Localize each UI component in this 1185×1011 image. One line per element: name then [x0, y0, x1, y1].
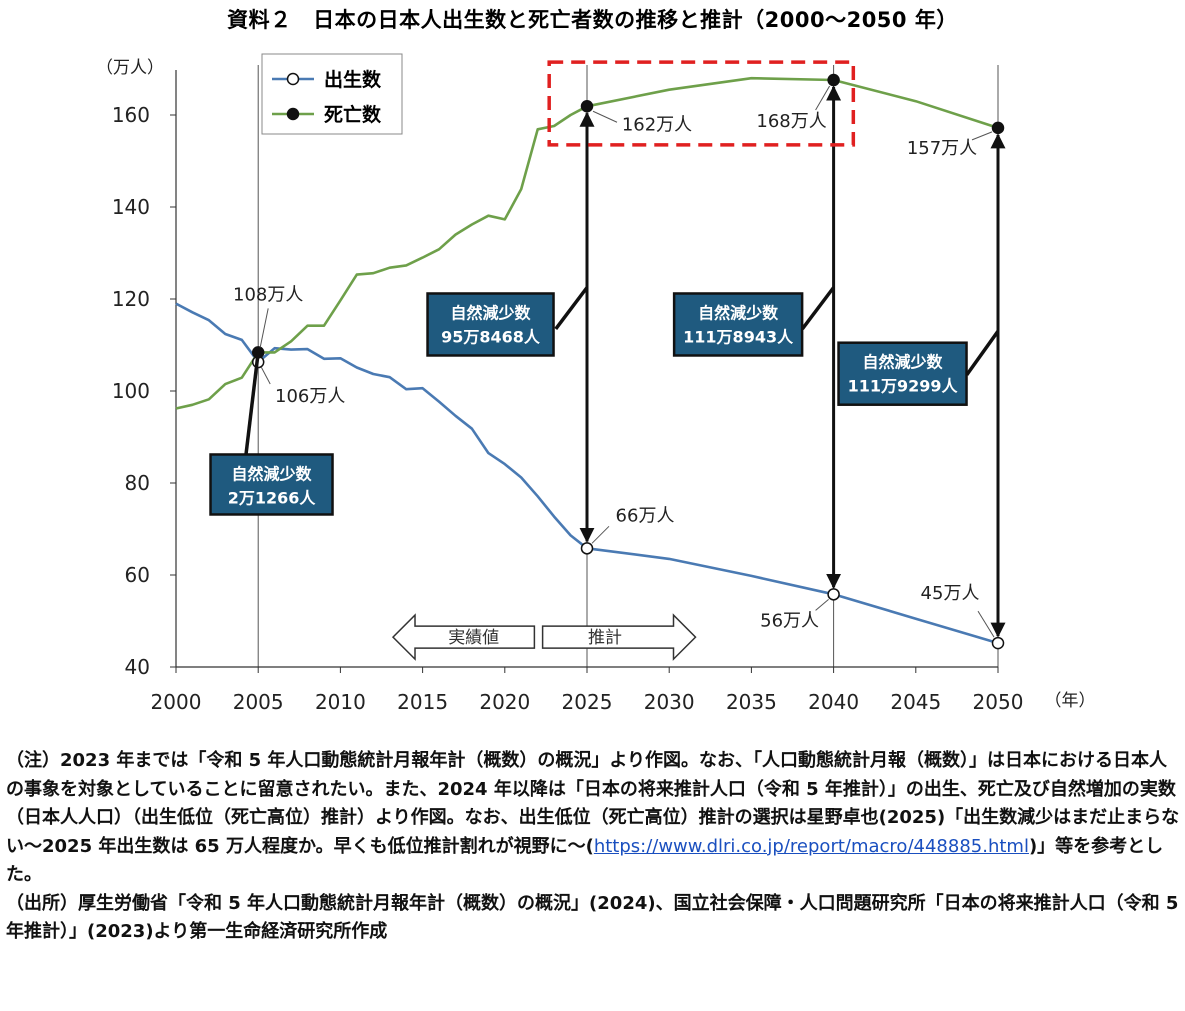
- report-link[interactable]: https://www.dlri.co.jp/report/macro/4488…: [593, 835, 1029, 857]
- value-leader-1: [260, 366, 271, 385]
- births-marker-2050: [991, 636, 1005, 650]
- y-tick-label-40: 40: [125, 655, 150, 679]
- x-tick-label-2040: 2040: [808, 690, 859, 714]
- decrease-connector-2040: [800, 286, 835, 330]
- births-marker-2040: [827, 588, 840, 601]
- legend-box: [261, 53, 403, 135]
- value-leader-0: [259, 308, 269, 348]
- decrease-box-value-2040: 111万8943人: [683, 327, 794, 346]
- chart-plot: 40 60 80 100 120 140 160 2000 2005 2010 2015 2020 20…: [96, 53, 1096, 714]
- x-tick-label-2025: 2025: [562, 690, 613, 714]
- x-axis-unit: （年）: [1045, 691, 1096, 711]
- value-leader-3: [591, 525, 610, 544]
- y-tick-label-60: 60: [125, 563, 150, 587]
- value-label-3: 66万人: [616, 505, 675, 526]
- projection-period-arrow: [541, 613, 697, 661]
- actual-period-label: 実績値: [448, 628, 499, 648]
- y-tick-label-80: 80: [125, 471, 150, 495]
- x-tick-label-2030: 2030: [644, 690, 695, 714]
- decrease-connector-2050: [965, 330, 1000, 376]
- legend-label-1: 死亡数: [324, 103, 382, 126]
- x-tick-label-2010: 2010: [315, 690, 366, 714]
- y-tick-label-100: 100: [112, 379, 150, 403]
- x-tick-label-2050: 2050: [973, 690, 1024, 714]
- decrease-box-value-2005: 2万1266人: [228, 488, 317, 507]
- value-leader-6: [971, 131, 993, 141]
- projection-period-label: 推計: [588, 628, 622, 648]
- value-label-5: 56万人: [760, 610, 819, 631]
- x-tick-label-2000: 2000: [151, 690, 202, 714]
- footnote: （注）2023 年までは「令和 5 年人口動態統計月報年計（概数）の概況」より作…: [6, 747, 1181, 890]
- decrease-connector-2025: [554, 286, 589, 330]
- legend-swatch-marker-0: [286, 72, 300, 86]
- footnote-text: （注）2023 年までは「令和 5 年人口動態統計月報年計（概数）の概況」より作…: [6, 750, 1180, 857]
- deaths-marker-2040: [827, 73, 840, 87]
- x-tick-label-2015: 2015: [397, 690, 448, 714]
- value-label-6: 157万人: [907, 138, 977, 159]
- value-label-0: 108万人: [233, 284, 303, 305]
- value-label-2: 162万人: [622, 114, 692, 135]
- value-label-7: 45万人: [921, 583, 980, 604]
- value-leader-2: [592, 110, 618, 123]
- decrease-box-2005: [209, 453, 334, 516]
- legend-swatch-marker-1: [286, 107, 300, 121]
- decrease-box-2040: [672, 292, 804, 357]
- highlight-dashed-box: [547, 60, 856, 147]
- y-tick-label-160: 160: [112, 103, 150, 127]
- deaths-marker-2025: [580, 100, 594, 113]
- source-note: （出所）厚生労働省「令和 5 年人口動態統計月報年計（概数）の概況」(2024)…: [6, 892, 1179, 943]
- decrease-box-2050: [837, 341, 968, 406]
- value-label-4: 168万人: [756, 111, 826, 132]
- decrease-box-value-2025: 95万8468人: [441, 327, 541, 346]
- value-leader-4: [815, 85, 831, 111]
- x-tick-label-2020: 2020: [479, 690, 530, 714]
- notes: （注）2023 年までは「令和 5 年人口動態統計月報年計（概数）の概況」より作…: [6, 747, 1181, 947]
- decrease-box-title-2025: 自然減少数: [451, 303, 532, 322]
- x-tick-label-2035: 2035: [726, 690, 777, 714]
- decrease-box-title-2050: 自然減少数: [863, 353, 944, 372]
- y-tick-label-140: 140: [112, 195, 150, 219]
- x-tick-label-2005: 2005: [233, 690, 284, 714]
- chart-title: 資料２ 日本の日本人出生数と死亡者数の推移と推計（2000～2050 年）: [227, 8, 958, 32]
- decrease-box-value-2050: 111万9299人: [848, 377, 959, 396]
- y-axis-unit: （万人）: [96, 58, 164, 78]
- decrease-box-title-2040: 自然減少数: [698, 303, 779, 322]
- value-label-1: 106万人: [275, 386, 345, 407]
- legend-label-0: 出生数: [324, 68, 382, 91]
- value-leader-5: [815, 598, 829, 611]
- footnote-end: )」等を参考とした。: [6, 835, 1164, 886]
- decrease-box-2025: [426, 292, 555, 357]
- y-tick-label-120: 120: [112, 287, 150, 311]
- value-leader-7: [977, 610, 995, 638]
- x-tick-label-2045: 2045: [890, 690, 941, 714]
- decrease-box-title-2005: 自然減少数: [232, 464, 313, 483]
- births-marker-2025: [580, 542, 594, 555]
- actual-period-arrow: [391, 613, 536, 661]
- deaths-marker-2050: [991, 121, 1005, 135]
